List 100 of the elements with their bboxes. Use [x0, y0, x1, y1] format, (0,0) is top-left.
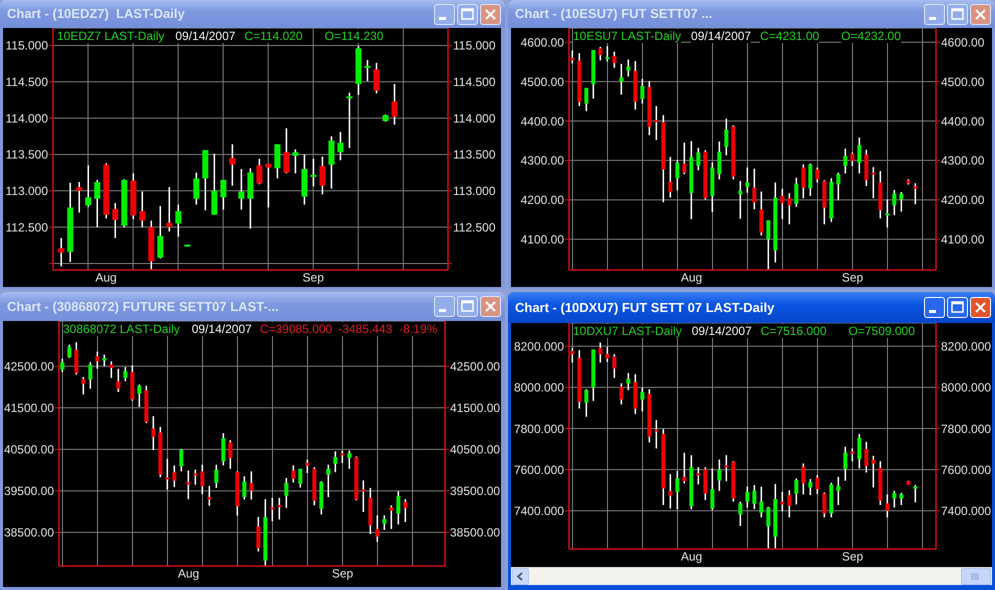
candlestick: [857, 136, 862, 174]
candlestick: [710, 468, 714, 511]
candlestick: [696, 147, 700, 172]
candlestick: [81, 376, 86, 396]
y-tick-label: 7400.000: [514, 504, 564, 518]
x-tick-label: Sep: [302, 270, 324, 285]
y-tick-label: 4600.00: [520, 35, 564, 50]
candlestick: [157, 205, 164, 260]
candlestick: [801, 164, 806, 200]
candlestick: [815, 166, 820, 184]
candlestick: [619, 63, 624, 96]
candlestick: [850, 152, 854, 167]
candlestick: [668, 473, 672, 510]
candlestick: [102, 354, 106, 368]
y2-tick-label: 114.500: [453, 75, 496, 90]
chart-title: Chart - (10ESU7) FUT SETT07 ...: [515, 5, 712, 23]
candlestick: [211, 152, 218, 216]
candlestick: [337, 131, 344, 162]
candlestick: [640, 78, 644, 104]
candlestick: [640, 386, 644, 412]
y2-tick-label: 7800.000: [941, 422, 992, 436]
candlestick: [787, 489, 792, 518]
candlestick: [95, 350, 100, 370]
x-tick-label: Aug: [178, 566, 200, 581]
x-tick-label: Aug: [680, 550, 702, 564]
candlestick: [766, 506, 770, 549]
candlestick: [382, 514, 386, 531]
y-tick-label: 114.500: [6, 75, 48, 90]
y-tick-label: 39500.00: [4, 484, 54, 498]
candlestick: [220, 179, 226, 210]
candlestick: [328, 136, 334, 190]
candlestick: [899, 191, 904, 212]
y2-tick-label: 4200.00: [941, 193, 985, 208]
candlestick: [801, 462, 806, 496]
y-tick-label: 42500.00: [4, 360, 54, 374]
candlestick: [291, 464, 296, 484]
y2-tick-label: 41500.00: [450, 401, 500, 416]
candlestick: [392, 83, 398, 126]
annotation: 09/14/2007: [192, 322, 252, 336]
y2-tick-label: 40500.00: [450, 442, 500, 457]
chart-title: Chart - (10EDZ7) LAST-Daily: [7, 5, 185, 23]
candlestick: [242, 476, 246, 500]
annotation: 09/14/2007: [691, 29, 752, 43]
candlestick: [137, 384, 142, 408]
candlestick: [745, 486, 750, 508]
candlestick: [112, 202, 118, 239]
candlestick: [165, 458, 170, 490]
candlestick: [347, 450, 352, 470]
candlestick: [885, 198, 890, 228]
candlestick: [256, 516, 260, 552]
y2-tick-label: 7400.000: [941, 504, 992, 518]
x-tick-label: Sep: [842, 550, 864, 564]
y2-tick-label: 4600.00: [941, 35, 985, 50]
candlestick: [570, 347, 574, 364]
candlestick: [584, 388, 588, 418]
y2-tick-label: 114.000: [453, 111, 496, 126]
candlestick: [808, 478, 812, 496]
annotation: 30868072 LAST-Daily: [63, 322, 180, 336]
candlestick: [214, 464, 218, 489]
y2-tick-label: 38500.00: [450, 526, 500, 540]
y-tick-label: 38500.00: [4, 526, 54, 540]
candlestick: [200, 464, 204, 495]
candlestick: [724, 454, 728, 482]
candlestick: [759, 190, 764, 236]
candlestick: [256, 158, 262, 185]
candlestick: [836, 476, 840, 506]
candlestick: [899, 492, 904, 506]
candlestick: [310, 158, 316, 188]
candlestick: [752, 484, 756, 510]
candlestick: [843, 148, 848, 174]
candlestick: [94, 179, 100, 228]
candlestick: [892, 490, 896, 508]
candlestick: [60, 358, 64, 373]
candlestick: [265, 163, 272, 208]
y-tick-label: 113.000: [6, 184, 48, 198]
y2-tick-label: 4100.00: [941, 232, 985, 247]
candlestick: [717, 458, 722, 492]
annotation: C=4231.00: [760, 29, 820, 43]
y-tick-label: 7800.000: [514, 422, 564, 436]
y2-tick-label: 115.000: [453, 38, 496, 53]
y2-tick-label: 4500.00: [941, 74, 985, 89]
candlestick: [116, 368, 120, 393]
y2-tick-label: 113.000: [453, 184, 496, 198]
candlestick: [238, 168, 244, 210]
candlestick: [913, 182, 918, 205]
candlestick: [850, 448, 854, 462]
candlestick: [843, 446, 848, 482]
candlestick: [109, 360, 114, 379]
annotation: 10ESU7 LAST-Daily: [573, 29, 682, 43]
y-tick-label: 112.500: [6, 220, 48, 234]
candlestick: [654, 105, 658, 141]
candlestick: [389, 504, 394, 530]
candlestick: [333, 450, 338, 473]
x-tick-label: Aug: [680, 270, 702, 285]
y2-tick-label: 42500.00: [450, 360, 500, 374]
x-tick-label: Sep: [332, 566, 354, 581]
candlestick: [403, 498, 408, 523]
y2-tick-label: 113.500: [453, 148, 496, 162]
annotation: C=39085.000: [260, 322, 332, 336]
y-tick-label: 114.000: [6, 111, 48, 126]
